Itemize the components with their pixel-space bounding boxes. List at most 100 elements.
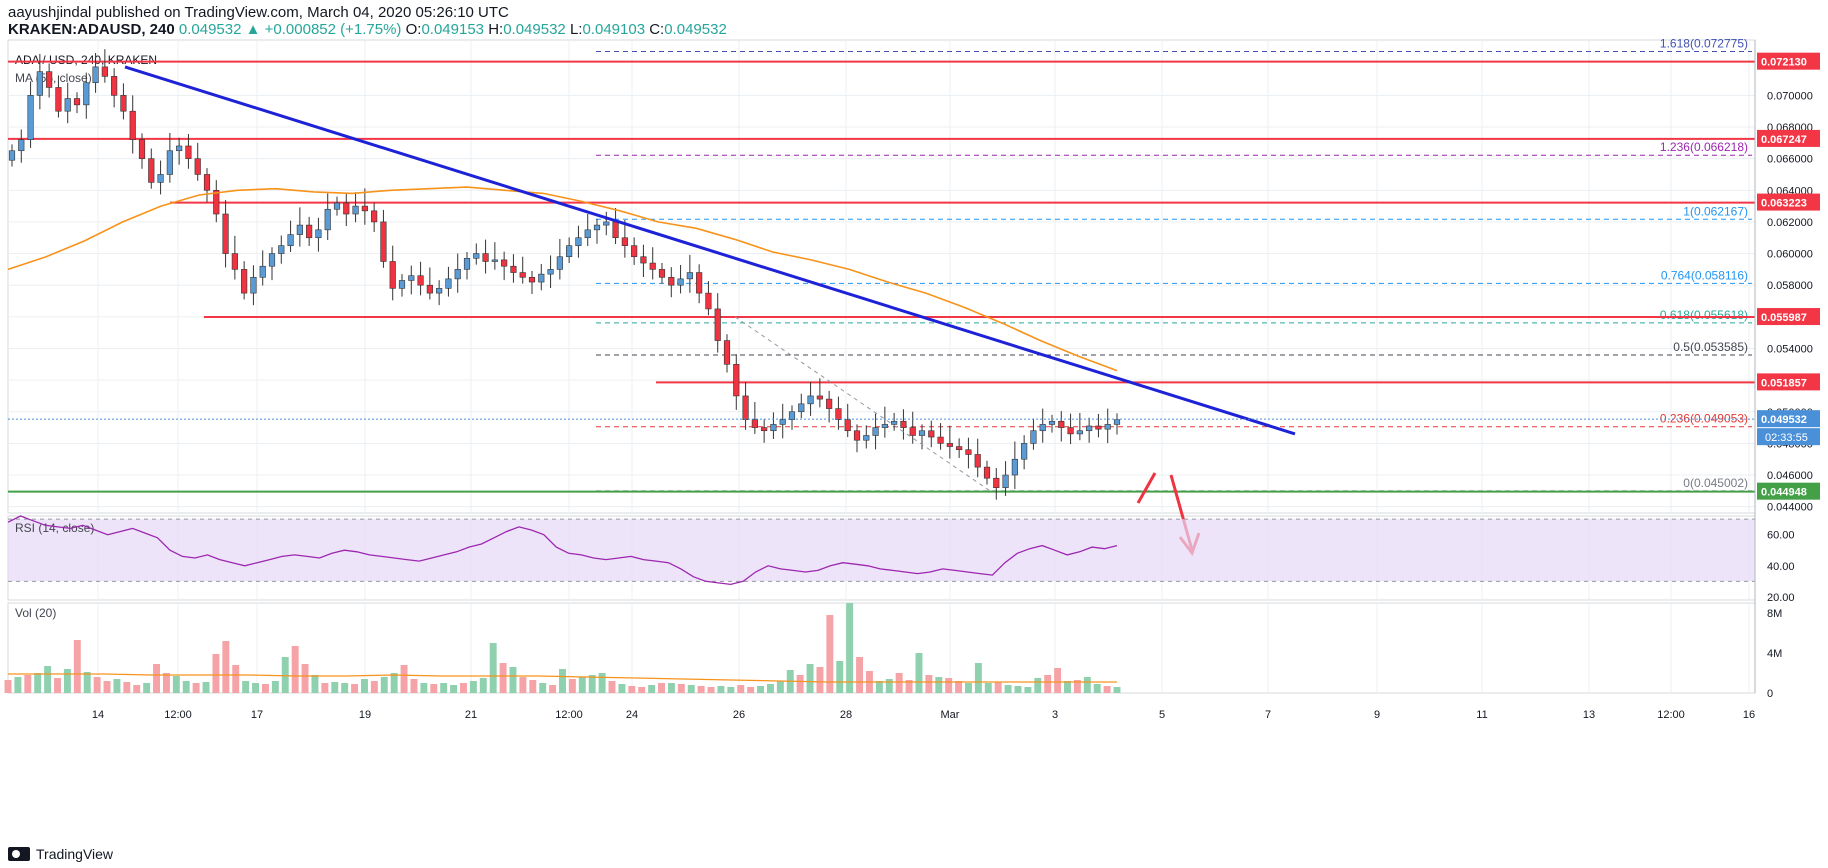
volume-bar [420, 683, 428, 693]
candle-body [798, 403, 805, 413]
volume-bar [162, 673, 170, 693]
time-tick-label: 7 [1265, 709, 1271, 721]
volume-bar [232, 665, 240, 693]
candle-body [686, 272, 693, 280]
volume-bar [54, 678, 61, 693]
volume-tick-label: 8M [1767, 608, 1782, 620]
candle-body [956, 446, 963, 451]
candle-body [993, 477, 1000, 488]
volume-bar [895, 673, 903, 693]
candle-body [853, 430, 861, 441]
sr-price-tag [1757, 129, 1820, 147]
candle-body [593, 224, 601, 231]
o-label: O: [405, 21, 422, 38]
volume-bar [390, 673, 398, 693]
volume-bar [153, 664, 160, 693]
volume-bar [945, 678, 953, 693]
volume-bar [727, 687, 735, 693]
chart-title: ADA / USD, 240, KRAKEN [15, 53, 157, 67]
price-tick-label: 0.044000 [1767, 502, 1813, 514]
fib-label: 1.236(0.066218) [1660, 140, 1748, 154]
candle-body [203, 174, 211, 191]
candle-body [176, 145, 183, 152]
candle-body [770, 424, 777, 432]
candle-body [640, 256, 647, 264]
volume-bar [1083, 677, 1091, 693]
sr-price-tag [1757, 308, 1820, 326]
candle-body [482, 253, 489, 262]
volume-bar [628, 686, 636, 693]
candle-body [621, 237, 628, 246]
price-pane [7, 39, 1756, 514]
candle-body [352, 205, 359, 215]
l-value: 0.049103 [582, 21, 646, 38]
candle-body [361, 205, 368, 212]
candle-body [816, 395, 823, 400]
candle-body [1076, 430, 1083, 435]
fib-label: 0.236(0.049053) [1660, 412, 1748, 426]
candle-body [723, 340, 731, 365]
candle-body [965, 449, 972, 455]
candle-body [250, 276, 257, 294]
volume-bar [123, 682, 131, 693]
volume-bar [351, 684, 359, 693]
candle-body [696, 272, 703, 294]
candle-body [120, 95, 127, 112]
up-triangle-icon: ▲ [245, 21, 261, 38]
volume-bar [648, 685, 656, 693]
candle-body [547, 269, 554, 275]
sr-price-label: 0.072130 [1761, 57, 1807, 69]
volume-bar [400, 665, 408, 693]
candle-body [231, 253, 238, 270]
time-tick-label: 12:00 [555, 709, 583, 721]
volume-bar [34, 673, 42, 693]
candle-body [705, 292, 712, 310]
volume-bar [73, 640, 81, 693]
candle-body [733, 363, 740, 397]
candle-body [575, 237, 582, 246]
author[interactable]: aayushjindal [8, 4, 92, 21]
candle-body [807, 395, 814, 405]
time-tick-label: 24 [626, 709, 638, 721]
footer-brand[interactable]: TradingView [36, 846, 114, 862]
time-tick-label: 3 [1052, 709, 1058, 721]
ma-legend: MA (55, close) [15, 71, 92, 85]
volume-bar [1073, 680, 1081, 693]
volume-bar [311, 675, 319, 693]
volume-bar [757, 686, 765, 693]
publish-date: published on TradingView.com, March 04, … [95, 4, 509, 21]
volume-bar [341, 683, 349, 693]
symbol: KRAKEN:ADAUSD, 240 [8, 21, 175, 38]
volume-bar [261, 684, 269, 693]
volume-bar [24, 675, 32, 693]
volume-bar [360, 679, 368, 693]
time-tick-label: 13 [1583, 709, 1595, 721]
volume-bar [479, 678, 487, 693]
volume-bar [955, 681, 963, 693]
fib-label: 1.618(0.072775) [1660, 36, 1748, 50]
l-label: L: [569, 21, 583, 38]
candle-body [64, 98, 71, 112]
candle-body [844, 419, 851, 432]
candle-body [138, 139, 146, 159]
candle-body [389, 261, 396, 289]
candle-body [1048, 420, 1056, 425]
time-tick-label: 5 [1159, 709, 1165, 721]
candle-body [584, 229, 591, 239]
volume-bar [14, 677, 22, 693]
candle-body [463, 258, 471, 270]
candle-body [46, 71, 53, 88]
time-tick-label: 19 [359, 709, 371, 721]
volume-bar [242, 681, 250, 693]
volume-bar [103, 681, 111, 693]
volume-bar [519, 677, 527, 693]
volume-bar [766, 684, 774, 693]
candle-body [83, 82, 90, 106]
volume-bar [321, 683, 329, 693]
volume-bar [172, 676, 180, 693]
sr-price-label: 0.051857 [1761, 377, 1807, 389]
rsi-band [8, 519, 1755, 582]
candle-body [826, 398, 833, 409]
candle-body [473, 253, 480, 259]
